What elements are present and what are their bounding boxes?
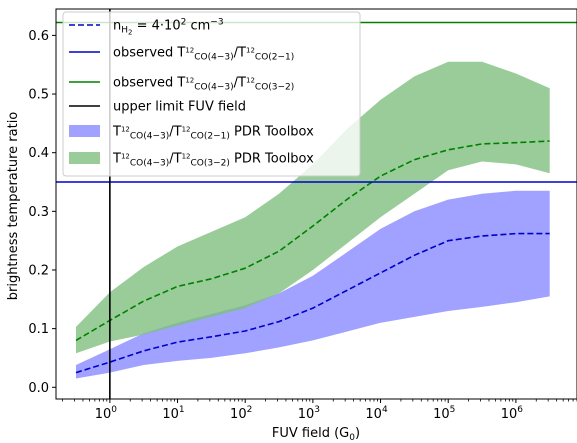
y-tick-label-0: 0.0: [28, 381, 49, 396]
series-line-1: [75, 140, 550, 342]
legend-box: [62, 11, 361, 177]
legend-label-3: upper limit FUV field: [113, 100, 246, 115]
legend-label-2: observed T12CO(4−3)/T12CO(3−2): [113, 76, 294, 93]
legend-label-0: nH2 = 4·102 cm−3: [113, 18, 224, 37]
x-tick-label-1: 101: [162, 405, 184, 422]
legend-item-5: T12CO(4−3)/T12CO(3−2) PDR Toolbox: [69, 152, 314, 169]
x-tick-label-6: 106: [501, 405, 524, 422]
series-line-0: [75, 232, 550, 374]
y-tick-label-1: 0.1: [28, 322, 49, 337]
legend: nH2 = 4·102 cm−3 observed T12CO(4−3)/T12C…: [62, 11, 361, 177]
legend-item-4: T12CO(4−3)/T12CO(2−1) PDR Toolbox: [69, 125, 314, 142]
y-tick-label-5: 0.5: [28, 88, 49, 103]
band-1: [76, 61, 550, 354]
y-tick-label-3: 0.3: [28, 205, 49, 220]
legend-label-5: T12CO(4−3)/T12CO(3−2) PDR Toolbox: [112, 152, 314, 169]
y-tick-label-6: 0.6: [28, 29, 49, 44]
plot-frame: [55, 8, 577, 400]
y-tick-label-2: 0.2: [28, 263, 49, 278]
legend-label-1: observed T12CO(4−3)/T12CO(2−1): [113, 46, 294, 63]
legend-swatch-5: [69, 152, 100, 164]
x-tick-label-4: 104: [365, 405, 388, 422]
legend-item-3: upper limit FUV field: [69, 100, 246, 115]
x-tick-label-3: 103: [298, 405, 320, 422]
x-tick-label-5: 105: [433, 405, 455, 422]
y-tick-label-4: 0.4: [28, 146, 49, 161]
band-0: [76, 190, 550, 379]
legend-item-1: observed T12CO(4−3)/T12CO(2−1): [69, 46, 294, 63]
x-axis-label: FUV field (G0): [272, 426, 360, 443]
y-axis-label: brightness temperature ratio: [6, 112, 21, 301]
legend-item-0: nH2 = 4·102 cm−3: [69, 18, 224, 37]
x-tick-label-2: 102: [230, 405, 252, 422]
legend-label-4: T12CO(4−3)/T12CO(2−1) PDR Toolbox: [112, 125, 314, 142]
x-tick-label-0: 100: [95, 405, 118, 422]
legend-swatch-4: [69, 125, 100, 137]
axes: 0.0 0.1 0.2 0.3 0.4 0.5 0.6 100 101 102 103 104 105 1…: [28, 8, 577, 422]
legend-item-2: observed T12CO(4−3)/T12CO(3−2): [69, 76, 294, 93]
